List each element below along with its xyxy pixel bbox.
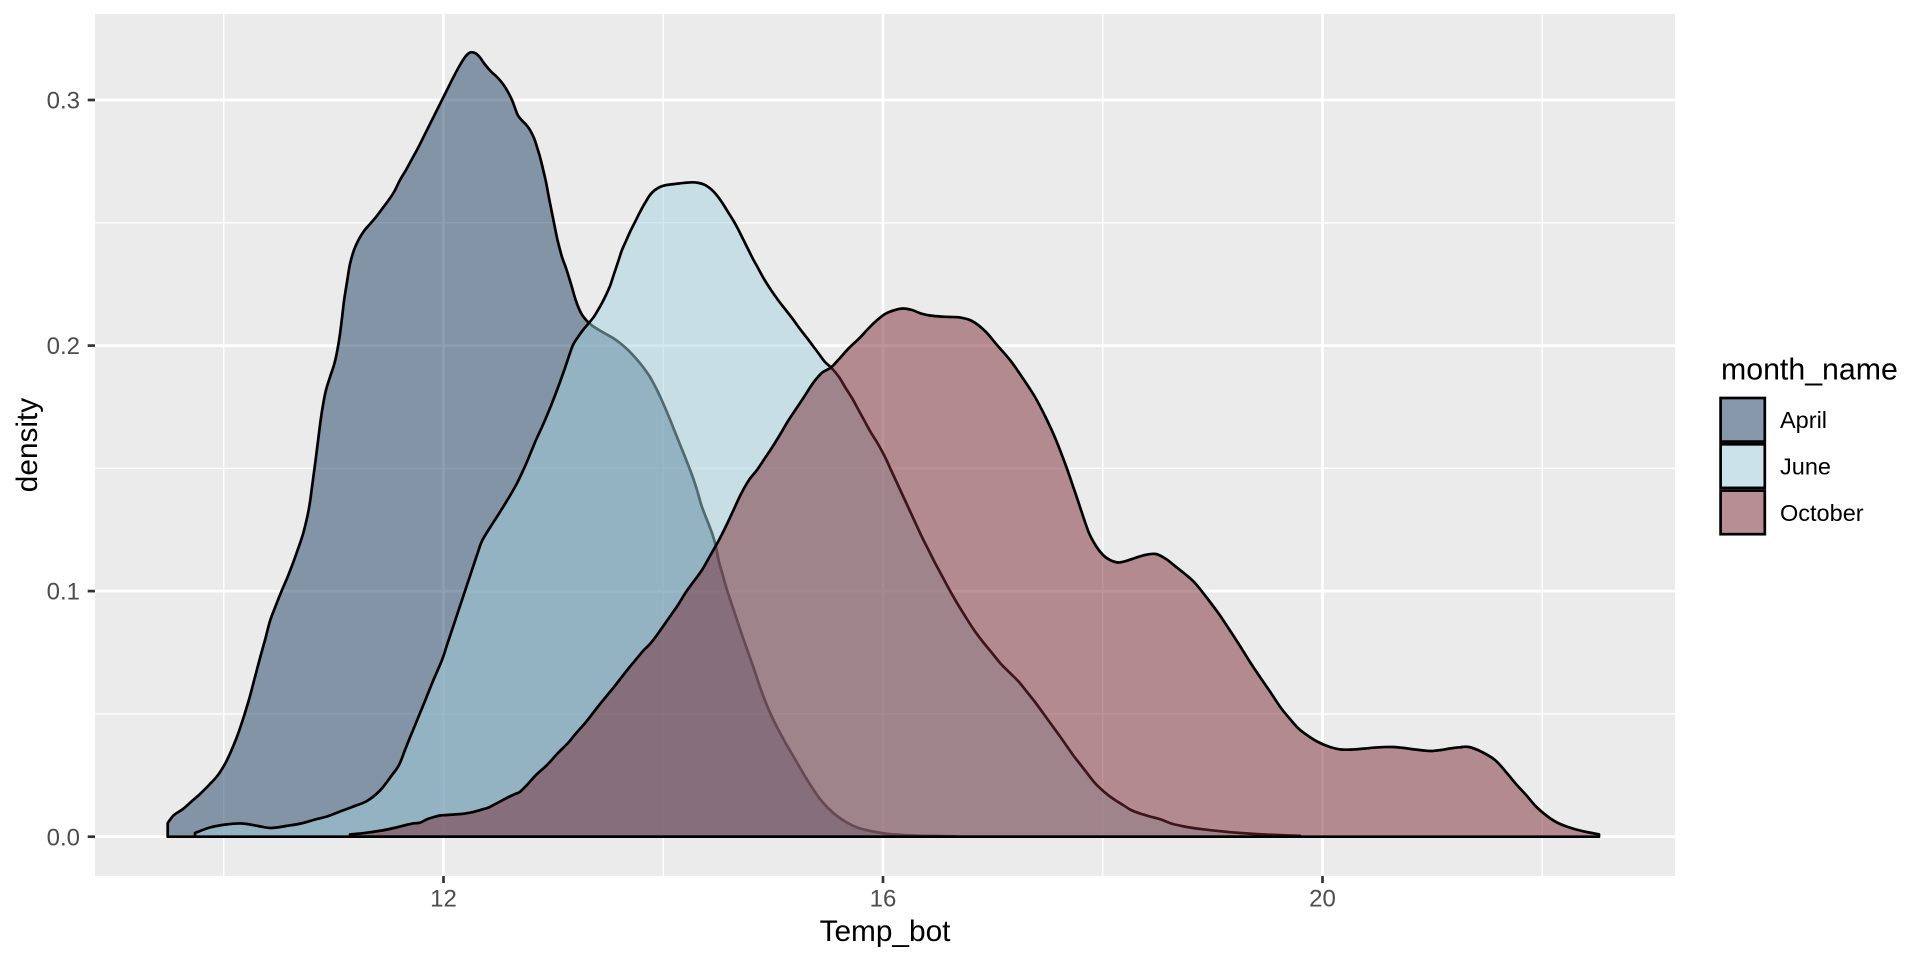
svg-text:June: June bbox=[1780, 454, 1831, 480]
svg-text:0.1: 0.1 bbox=[47, 579, 80, 606]
svg-text:density: density bbox=[11, 398, 44, 493]
svg-text:month_name: month_name bbox=[1721, 354, 1898, 387]
svg-text:April: April bbox=[1780, 407, 1827, 433]
svg-text:12: 12 bbox=[430, 885, 457, 912]
svg-text:Temp_bot: Temp_bot bbox=[820, 915, 952, 948]
svg-text:16: 16 bbox=[870, 885, 897, 912]
svg-text:20: 20 bbox=[1309, 885, 1336, 912]
svg-text:0.3: 0.3 bbox=[47, 88, 80, 115]
svg-text:0.0: 0.0 bbox=[47, 824, 80, 851]
svg-text:0.2: 0.2 bbox=[47, 333, 80, 360]
svg-text:October: October bbox=[1780, 500, 1864, 526]
